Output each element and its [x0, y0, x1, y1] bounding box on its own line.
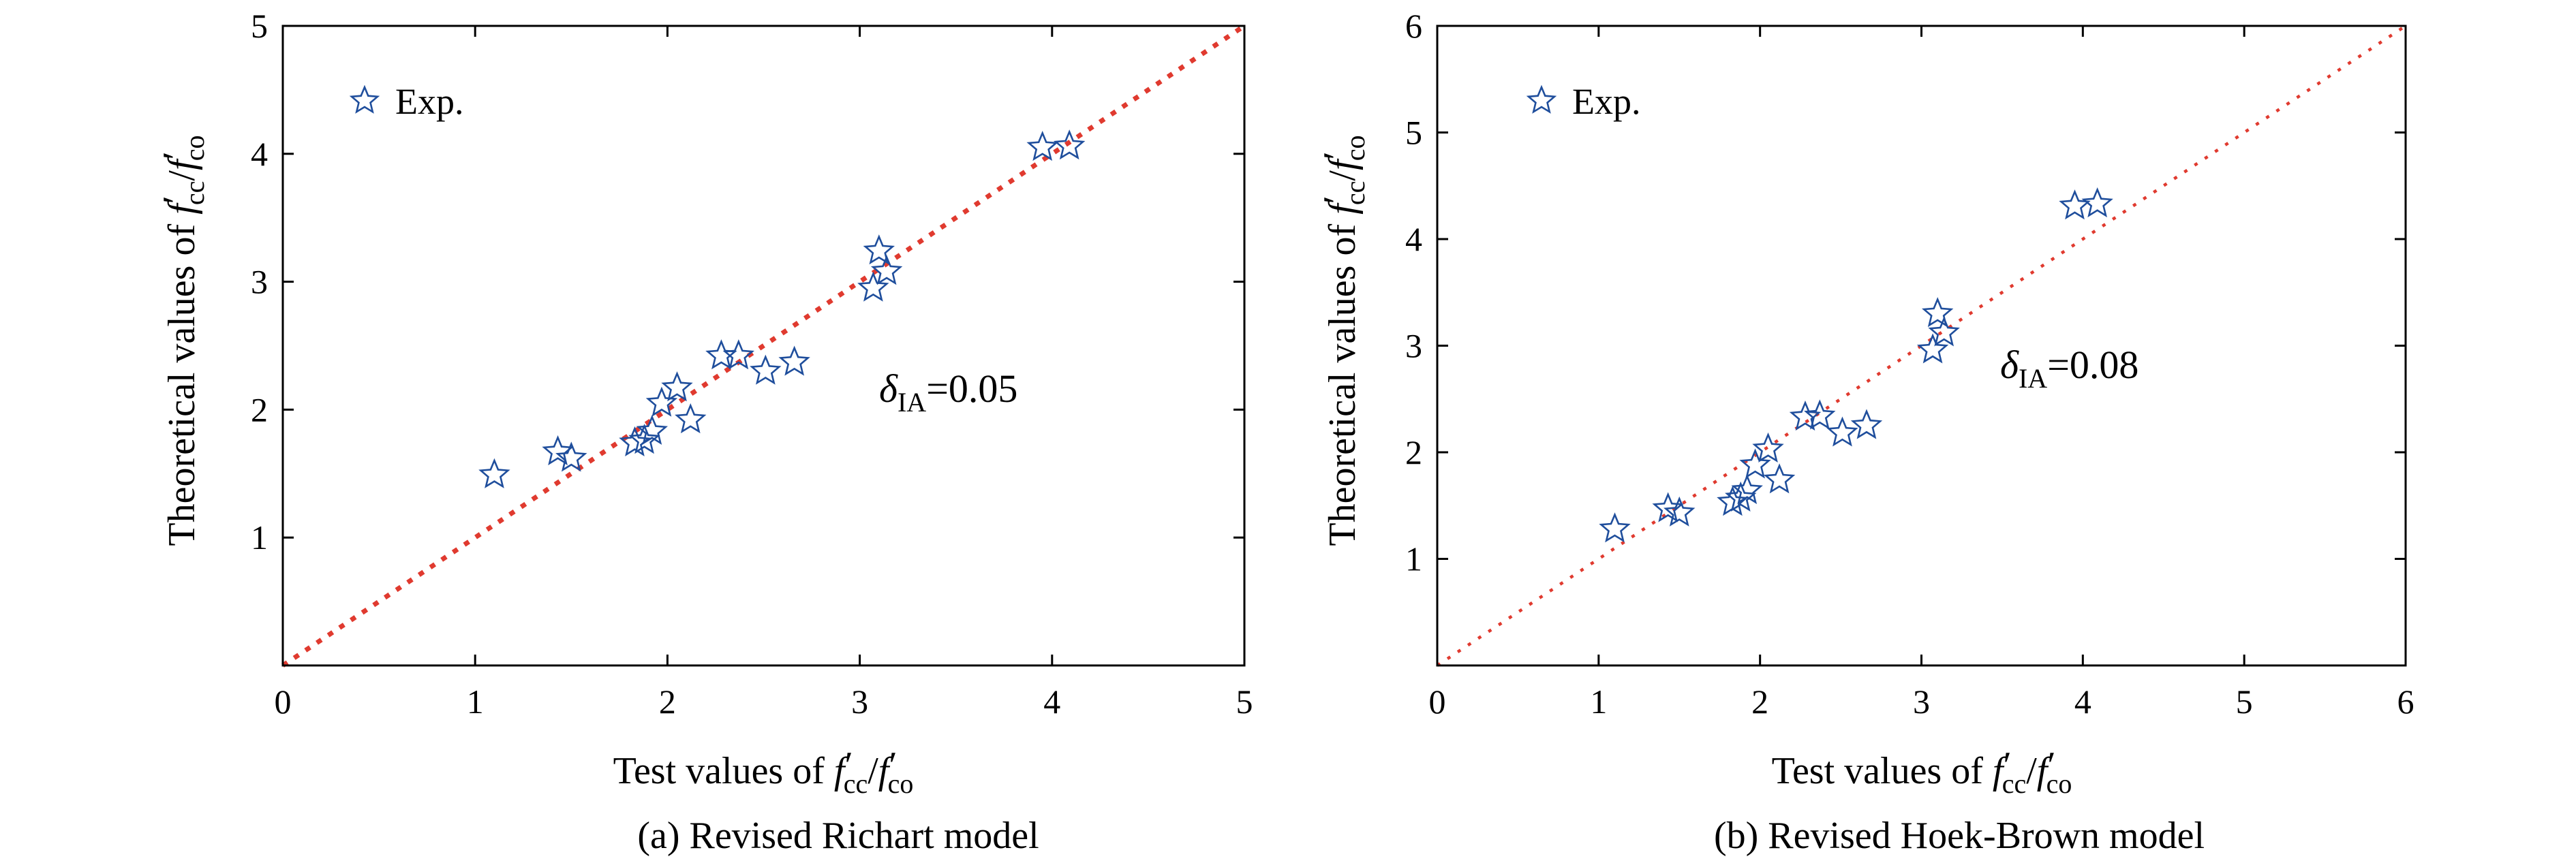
x-tick-label: 1: [1590, 682, 1607, 721]
data-point-star: [555, 441, 587, 472]
legend-star-icon: [349, 84, 380, 114]
y-tick-label: 3: [1405, 327, 1422, 365]
data-point-star: [1599, 512, 1631, 543]
data-point-star: [1663, 496, 1696, 527]
data-point-star: [1752, 432, 1784, 463]
data-point-star: [1826, 416, 1858, 447]
y-tick-label: 4: [1405, 220, 1422, 258]
data-point-star: [675, 403, 707, 434]
x-tick-label: 2: [1751, 682, 1768, 721]
y-tick-label: 4: [251, 135, 268, 173]
data-point-star: [1763, 463, 1796, 494]
x-axis-label: Test values of f′cc/f′co: [613, 744, 914, 799]
data-point-star: [1026, 131, 1058, 161]
y-tick-label: 2: [251, 390, 268, 428]
y-tick-label: 3: [251, 263, 268, 301]
x-tick-label: 5: [1236, 682, 1253, 721]
data-point-star: [2059, 189, 2091, 220]
x-axis-label: Test values of f′cc/f′co: [1772, 744, 2072, 799]
data-point-star: [863, 234, 895, 265]
x-tick-label: 6: [2397, 682, 2414, 721]
data-point-star: [1916, 333, 1949, 364]
data-point-star: [1789, 400, 1822, 431]
data-point-star: [750, 354, 782, 385]
data-point-star: [870, 255, 903, 285]
y-axis-label: Theoretical values of f′cc/f′co: [155, 135, 210, 546]
data-point-star: [645, 386, 678, 417]
y-axis-label: Theoretical values of f′cc/f′co: [1316, 135, 1370, 546]
data-point-star: [1739, 448, 1771, 479]
data-point-star: [1928, 316, 1960, 347]
data-point-star: [628, 424, 660, 454]
data-point-star: [478, 458, 510, 488]
data-point-star: [1731, 473, 1763, 505]
x-tick-label: 1: [467, 682, 484, 721]
x-tick-label: 0: [1429, 682, 1446, 721]
data-point-star: [542, 435, 574, 466]
y-tick-label: 1: [251, 518, 268, 556]
panel-b: 0 1 2 3 4 5 6 1 2 3 4 5 6 Exp. δIA=0.08 Test values of …: [1316, 7, 2414, 857]
y-tick-label: 1: [1405, 540, 1422, 578]
y-tick-label: 6: [1405, 7, 1422, 45]
y-tick-label: 5: [1405, 114, 1422, 152]
data-point-star: [778, 345, 810, 376]
x-tick-label: 5: [2236, 682, 2253, 721]
x-tick-label: 4: [1043, 682, 1060, 721]
x-tick-label: 0: [275, 682, 292, 721]
y-tick-label: 2: [1405, 433, 1422, 471]
reference-line-y-equals-x: [281, 24, 1246, 668]
data-point-star: [857, 271, 889, 302]
data-point-star: [722, 339, 755, 370]
data-point-star: [1804, 399, 1836, 430]
data-point-star: [1921, 297, 1954, 328]
data-point-star: [1054, 129, 1086, 160]
y-tick-label: 5: [251, 7, 268, 45]
delta-ia-annotation: δIA=0.08: [2000, 343, 2138, 394]
x-tick-label: 4: [2074, 682, 2091, 721]
data-point-star: [1725, 481, 1757, 512]
plot-frame: [281, 25, 1246, 667]
legend-label: Exp.: [395, 81, 464, 122]
data-point-star: [636, 414, 669, 445]
data-point-star: [661, 371, 693, 402]
x-tick-label: 3: [1913, 682, 1930, 721]
data-point-star: [2081, 187, 2113, 218]
legend-label: Exp.: [1572, 81, 1641, 122]
delta-ia-annotation: δIA=0.05: [879, 366, 1017, 418]
panel-a: 0 1 2 3 4 5 1 2 3 4 5 Exp. δIA=0.05 Test values of f′…: [155, 7, 1253, 857]
x-tick-label: 3: [851, 682, 868, 721]
panel-caption: (a) Revised Richart model: [637, 815, 1039, 857]
data-point-star: [1850, 409, 1883, 439]
legend-star-icon: [1526, 84, 1557, 114]
data-point-star: [1652, 492, 1684, 522]
x-tick-label: 2: [659, 682, 676, 721]
panel-caption: (b) Revised Hoek-Brown model: [1714, 815, 2205, 857]
